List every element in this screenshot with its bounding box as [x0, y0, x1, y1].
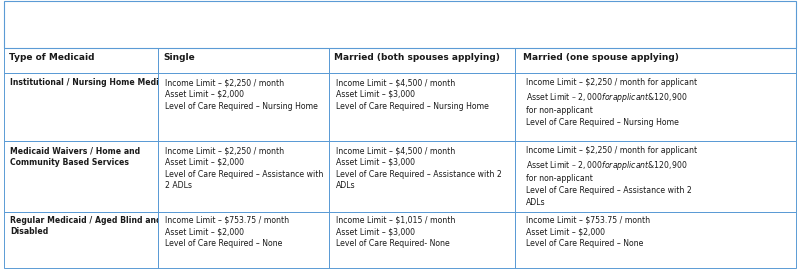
Text: Income Limit – $4,500 / month
Asset Limit – $3,000
Level of Care Required – Nurs: Income Limit – $4,500 / month Asset Limi…	[336, 78, 489, 111]
Text: Regular Medicaid / Aged Blind and
Disabled: Regular Medicaid / Aged Blind and Disabl…	[10, 216, 162, 236]
Text: Married (one spouse applying): Married (one spouse applying)	[523, 53, 679, 62]
Text: Married (both spouses applying): Married (both spouses applying)	[334, 53, 500, 62]
Text: Institutional / Nursing Home Medicaid: Institutional / Nursing Home Medicaid	[10, 78, 177, 87]
Text: Type of Medicaid: Type of Medicaid	[9, 53, 94, 62]
Text: Income Limit – $2,250 / month for applicant
Asset Limit – $2,000 for applicant &: Income Limit – $2,250 / month for applic…	[526, 78, 698, 127]
Text: Income Limit – $4,500 / month
Asset Limit – $3,000
Level of Care Required – Assi: Income Limit – $4,500 / month Asset Limi…	[336, 146, 502, 190]
Text: Medicaid Waivers / Home and
Community Based Services: Medicaid Waivers / Home and Community Ba…	[10, 146, 140, 167]
Text: Income Limit – $2,250 / month for applicant
Asset Limit – $2,000 for applicant &: Income Limit – $2,250 / month for applic…	[526, 146, 698, 207]
Text: Income Limit – $753.75 / month
Asset Limit – $2,000
Level of Care Required – Non: Income Limit – $753.75 / month Asset Lim…	[166, 216, 290, 248]
Text: Income Limit – $2,250 / month
Asset Limit – $2,000
Level of Care Required – Assi: Income Limit – $2,250 / month Asset Limi…	[166, 146, 324, 190]
Text: Income Limit – $1,015 / month
Asset Limit – $3,000
Level of Care Required- None: Income Limit – $1,015 / month Asset Limi…	[336, 216, 455, 248]
Text: (Some 2018 limits have not yet been released. This table will be updated as soon: (Some 2018 limits have not yet been rele…	[179, 34, 621, 43]
Text: Income Limit – $2,250 / month
Asset Limit – $2,000
Level of Care Required – Nurs: Income Limit – $2,250 / month Asset Limi…	[166, 78, 318, 111]
Text: 2018 Texas Medicaid Long Term Care Eligibility for Seniors: 2018 Texas Medicaid Long Term Care Eligi…	[222, 15, 578, 24]
Text: Single: Single	[163, 53, 195, 62]
Text: Income Limit – $753.75 / month
Asset Limit – $2,000
Level of Care Required – Non: Income Limit – $753.75 / month Asset Lim…	[526, 216, 650, 248]
